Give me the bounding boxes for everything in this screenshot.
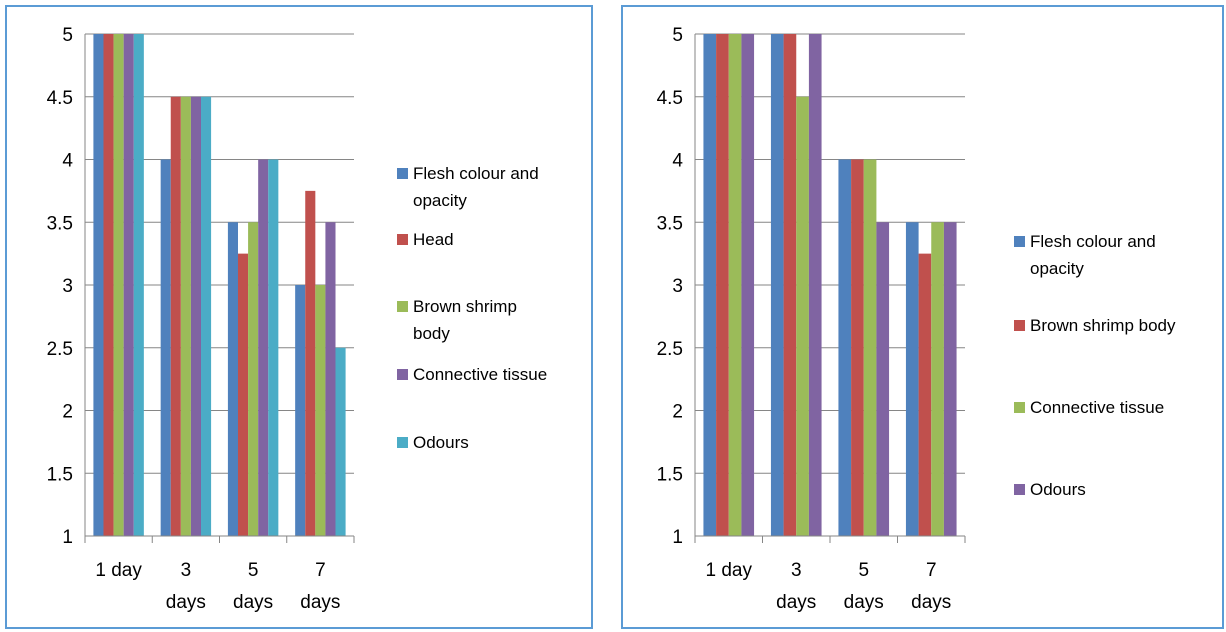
- y-tick-label: 1: [62, 527, 73, 548]
- x-tick-label: days: [166, 592, 206, 613]
- bar: [943, 222, 957, 536]
- legend-label: Odours: [1030, 480, 1086, 499]
- bar: [918, 253, 932, 536]
- bar: [201, 96, 212, 536]
- bar: [315, 285, 326, 536]
- legend-swatch: [1014, 402, 1025, 413]
- y-tick-label: 3.5: [657, 213, 683, 234]
- legend-swatch: [397, 168, 408, 179]
- y-tick-label: 5: [672, 25, 683, 46]
- legend-swatch: [397, 301, 408, 312]
- x-tick-label: 3: [181, 560, 192, 581]
- bar: [716, 34, 729, 536]
- y-tick-label: 4: [672, 151, 683, 172]
- x-tick-label: days: [911, 592, 951, 613]
- x-tick-label: days: [844, 592, 884, 613]
- bar: [103, 34, 114, 536]
- x-tick-label: days: [776, 592, 816, 613]
- bar: [123, 34, 134, 536]
- bar: [180, 96, 191, 536]
- y-tick-label: 3.5: [47, 213, 73, 234]
- legend-swatch: [397, 369, 408, 380]
- bar: [905, 222, 919, 536]
- bar: [93, 34, 104, 536]
- bar: [268, 159, 279, 536]
- y-tick-label: 1.5: [657, 464, 683, 485]
- chart-right: 5 4.5 4 3.5 3 2.5 2 1.5 1 1 day 3 days 5 days 7 days Fle…: [657, 25, 1176, 613]
- bar: [227, 222, 238, 536]
- y-tick-label: 4.5: [47, 88, 73, 109]
- legend-label: Brown shrimp: [413, 297, 517, 316]
- legend-swatch: [1014, 320, 1025, 331]
- bar: [851, 159, 864, 536]
- y-tick-label: 1: [672, 527, 683, 548]
- x-tick-label: days: [233, 592, 273, 613]
- legend-swatch: [1014, 484, 1025, 495]
- bar: [325, 222, 336, 536]
- legend-label: Flesh colour and: [1030, 232, 1156, 251]
- legend-swatch: [397, 437, 408, 448]
- y-tick-label: 4: [62, 151, 73, 172]
- bar: [783, 34, 797, 536]
- chart-left: 5 4.5 4 3.5 3 2.5 2 1.5 1 1 day 3 days 5 days 7 days Fle…: [47, 25, 548, 613]
- x-tick-label: 1 day: [706, 560, 753, 581]
- legend-swatch: [1014, 236, 1025, 247]
- y-tick-label: 2: [62, 402, 73, 423]
- y-tick-label: 1.5: [47, 464, 73, 485]
- bar: [728, 34, 742, 536]
- bar: [248, 222, 259, 536]
- legend-label: opacity: [413, 191, 467, 210]
- bar: [876, 222, 890, 536]
- x-tick-label: 7: [926, 560, 937, 581]
- chart-panel-left: 5 4.5 4 3.5 3 2.5 2 1.5 1 1 day 3 days 5 days 7 days Fle…: [5, 5, 593, 629]
- legend-label: Connective tissue: [413, 365, 547, 384]
- y-tick-label: 3: [672, 276, 683, 297]
- y-tick-label: 4.5: [657, 88, 683, 109]
- bar: [190, 96, 202, 536]
- chart-panel-right: 5 4.5 4 3.5 3 2.5 2 1.5 1 1 day 3 days 5 days 7 days Fle…: [621, 5, 1224, 629]
- legend-label: Odours: [413, 433, 469, 452]
- legend-swatch: [397, 234, 408, 245]
- x-tick-label: 3: [791, 560, 802, 581]
- bar: [741, 34, 755, 536]
- bar: [237, 253, 249, 536]
- bar: [258, 159, 269, 536]
- y-tick-label: 2: [672, 402, 683, 423]
- bar: [931, 222, 944, 536]
- bar: [863, 159, 877, 536]
- legend-label: opacity: [1030, 259, 1084, 278]
- bar: [808, 34, 822, 536]
- legend-label: Head: [413, 230, 454, 249]
- x-tick-label: 5: [248, 560, 259, 581]
- bar: [160, 159, 171, 536]
- x-tick-label: 1 day: [95, 560, 142, 581]
- y-tick-label: 3: [62, 276, 73, 297]
- legend-label: Flesh colour and: [413, 164, 539, 183]
- bar: [796, 96, 809, 536]
- bar: [133, 34, 144, 536]
- legend-label: body: [413, 324, 450, 343]
- bar: [838, 159, 852, 536]
- bar: [170, 96, 181, 536]
- y-tick-label: 2.5: [47, 339, 73, 360]
- bar: [770, 34, 784, 536]
- legend-label: Connective tissue: [1030, 398, 1164, 417]
- y-tick-label: 2.5: [657, 339, 683, 360]
- x-tick-label: 7: [315, 560, 326, 581]
- x-tick-label: 5: [858, 560, 869, 581]
- x-tick-label: days: [300, 592, 340, 613]
- bar: [305, 190, 316, 536]
- legend-label: Brown shrimp body: [1030, 316, 1176, 335]
- bar: [113, 34, 124, 536]
- y-tick-label: 5: [62, 25, 73, 46]
- bar: [703, 34, 717, 536]
- bar: [335, 347, 346, 536]
- bar: [295, 285, 306, 536]
